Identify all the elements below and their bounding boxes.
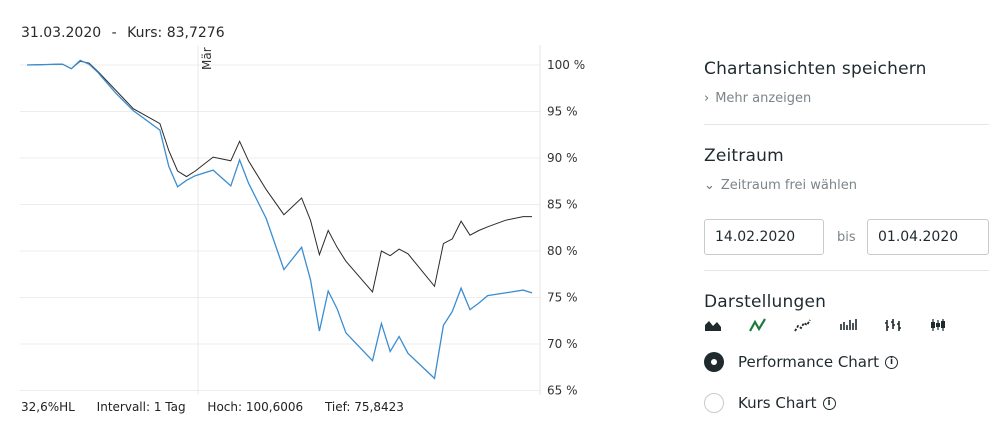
area-chart-icon[interactable] xyxy=(704,316,749,334)
chevron-down-icon: ⌄ xyxy=(704,178,715,193)
custom-range-label: Zeitraum frei wählen xyxy=(720,178,857,193)
chevron-right-icon: › xyxy=(704,91,710,106)
y-tick-label: 75 % xyxy=(547,291,578,305)
performance-line-chart[interactable]: 100 % 95 % 90 % 85 % 80 % 75 % 70 % 65 % Mär xyxy=(0,0,600,400)
y-tick-label: 70 % xyxy=(547,337,578,351)
y-tick-label: 65 % xyxy=(547,384,578,398)
more-link-label: Mehr anzeigen xyxy=(715,91,812,106)
divider xyxy=(704,270,989,271)
chart-settings-panel: Chartansichten speichern › Mehr anzeigen… xyxy=(704,0,989,427)
readout-date: 31.03.2020 xyxy=(21,25,102,41)
info-icon[interactable]: i xyxy=(822,396,836,410)
divider xyxy=(704,124,989,125)
line-chart-icon[interactable] xyxy=(749,316,794,334)
readout-separator: - xyxy=(111,25,117,41)
custom-range-link[interactable]: ⌄ Zeitraum frei wählen xyxy=(704,178,857,193)
more-link[interactable]: › Mehr anzeigen xyxy=(704,91,811,106)
dotted-line-chart-icon[interactable] xyxy=(794,316,839,334)
readout-kurs-label: Kurs: xyxy=(127,25,163,41)
chart-stats: 32,6%HL Intervall: 1 Tag Hoch: 100,6006 … xyxy=(21,400,422,414)
zeitraum-title: Zeitraum xyxy=(704,146,784,166)
bis-label: bis xyxy=(837,230,856,245)
bar-chart-icon[interactable] xyxy=(839,316,884,334)
ohlc-chart-icon[interactable] xyxy=(884,316,929,334)
stat-tief: Tief: 75,8423 xyxy=(324,400,404,414)
chart-type-selector xyxy=(704,316,974,334)
month-marker-label: Mär xyxy=(200,47,214,70)
performance-chart-label: Performance Chart xyxy=(738,353,880,371)
kurs-chart-label: Kurs Chart xyxy=(738,394,817,412)
stat-hoch: Hoch: 100,6006 xyxy=(207,400,304,414)
series-line-performance xyxy=(26,59,533,380)
y-tick-label: 85 % xyxy=(547,198,578,212)
stat-interval: Intervall: 1 Tag xyxy=(96,400,186,414)
save-views-title: Chartansichten speichern xyxy=(704,59,927,79)
candlestick-chart-icon[interactable] xyxy=(929,316,974,334)
darstellungen-title: Darstellungen xyxy=(704,292,827,312)
info-icon[interactable]: i xyxy=(885,355,899,369)
readout-kurs-value: 83,7276 xyxy=(166,25,225,41)
series-line-kurs xyxy=(26,60,532,293)
radio-performance-selected[interactable] xyxy=(704,352,724,372)
price-readout: 31.03.2020 - Kurs: 83,7276 xyxy=(21,25,225,41)
chart-area[interactable]: 31.03.2020 - Kurs: 83,7276 100 % 95 % 90 %… xyxy=(0,0,600,427)
y-tick-label: 95 % xyxy=(547,105,578,119)
stat-hl: 32,6%HL xyxy=(21,400,75,414)
performance-chart-option[interactable]: Performance Chart i xyxy=(704,352,899,372)
date-from-field[interactable]: 14.02.2020 xyxy=(704,219,824,255)
y-tick-label: 90 % xyxy=(547,151,578,165)
date-to-field[interactable]: 01.04.2020 xyxy=(867,219,989,255)
kurs-chart-option[interactable]: Kurs Chart i xyxy=(704,393,836,413)
y-tick-label: 100 % xyxy=(547,58,585,72)
y-tick-label: 80 % xyxy=(547,244,578,258)
radio-kurs[interactable] xyxy=(704,393,724,413)
